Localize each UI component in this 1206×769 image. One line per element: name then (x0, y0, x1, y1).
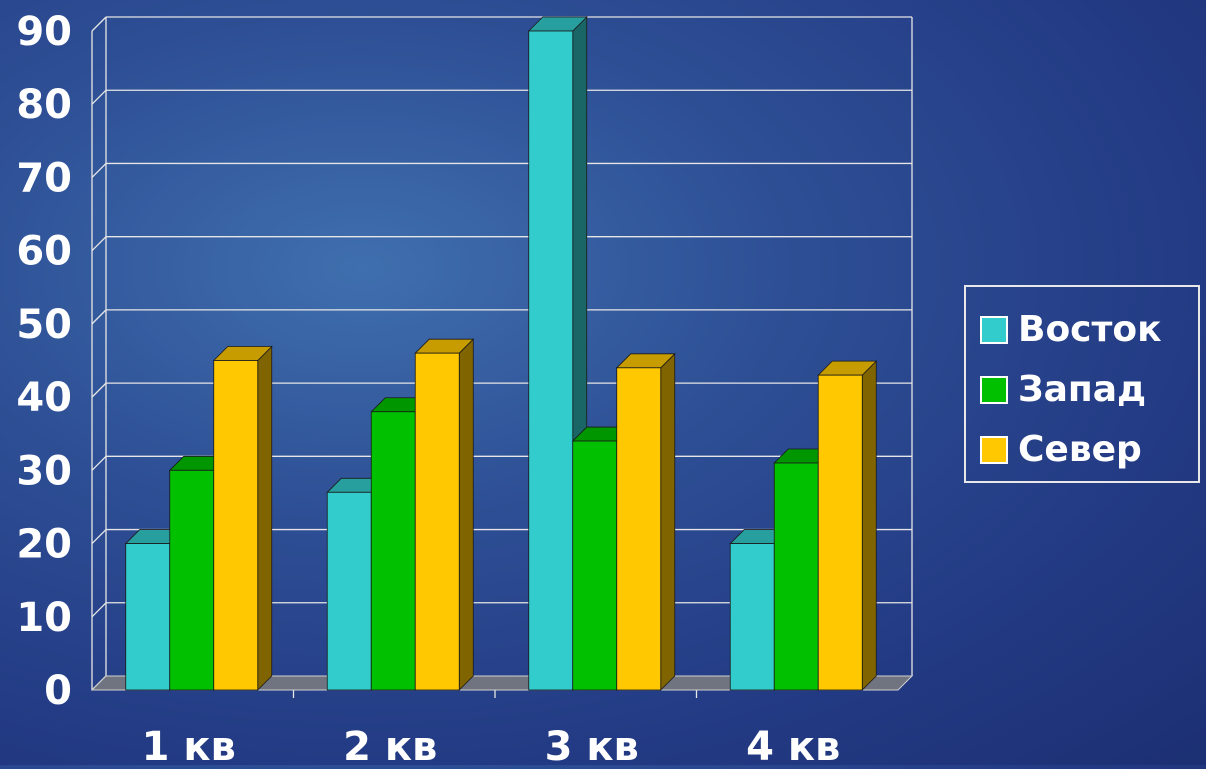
y-tick-label: 20 (16, 522, 72, 568)
bar-side (458, 338, 474, 691)
legend-label-sever: Север (1018, 429, 1142, 470)
bar (572, 440, 618, 691)
gridline-side (91, 236, 107, 252)
bar (528, 30, 574, 691)
legend-swatch-sever (980, 435, 1008, 464)
y-tick-label: 80 (16, 82, 72, 128)
x-tick-label: 4 кв (746, 724, 840, 765)
gridline-side (91, 16, 107, 32)
gridline-side (91, 309, 107, 325)
gridline-side (91, 89, 107, 105)
y-tick-label: 10 (16, 595, 72, 641)
legend-label-zapad: Запад (1018, 369, 1147, 410)
y-tick-label: 30 (16, 448, 72, 494)
y-tick-label: 90 (16, 9, 72, 55)
y-tick-label: 50 (16, 302, 72, 348)
bar (169, 469, 215, 691)
bar (773, 462, 819, 691)
bar (213, 360, 259, 691)
bar (729, 543, 775, 691)
x-tick-label: 2 кв (343, 724, 437, 765)
bar (326, 491, 372, 691)
y-tick-label: 70 (16, 155, 72, 201)
bar-side (861, 360, 877, 691)
y-tick-label: 40 (16, 375, 72, 421)
legend-item-sever: Север (980, 429, 1142, 470)
y-tick-label: 0 (44, 668, 72, 714)
gridline-side (91, 162, 107, 178)
gridline-side (91, 382, 107, 398)
x-tick-label: 1 кв (142, 724, 236, 765)
legend-item-vostok: Восток (980, 309, 1162, 350)
legend-item-zapad: Запад (980, 369, 1146, 410)
x-tick-label: 3 кв (545, 724, 639, 765)
bar (125, 543, 171, 691)
legend-swatch-vostok (980, 315, 1008, 344)
bar (817, 374, 863, 691)
bar-side (660, 352, 676, 691)
bar (370, 411, 416, 691)
gridline-side (91, 455, 107, 471)
y-tick-label: 60 (16, 229, 72, 275)
gridline-side (91, 602, 107, 618)
bar (414, 352, 460, 691)
legend: Восток Запад Север (964, 285, 1200, 483)
bar (616, 367, 662, 691)
legend-label-vostok: Восток (1018, 309, 1162, 350)
legend-swatch-zapad (980, 375, 1008, 404)
gridline-side (91, 529, 107, 545)
bar-side (257, 345, 273, 691)
